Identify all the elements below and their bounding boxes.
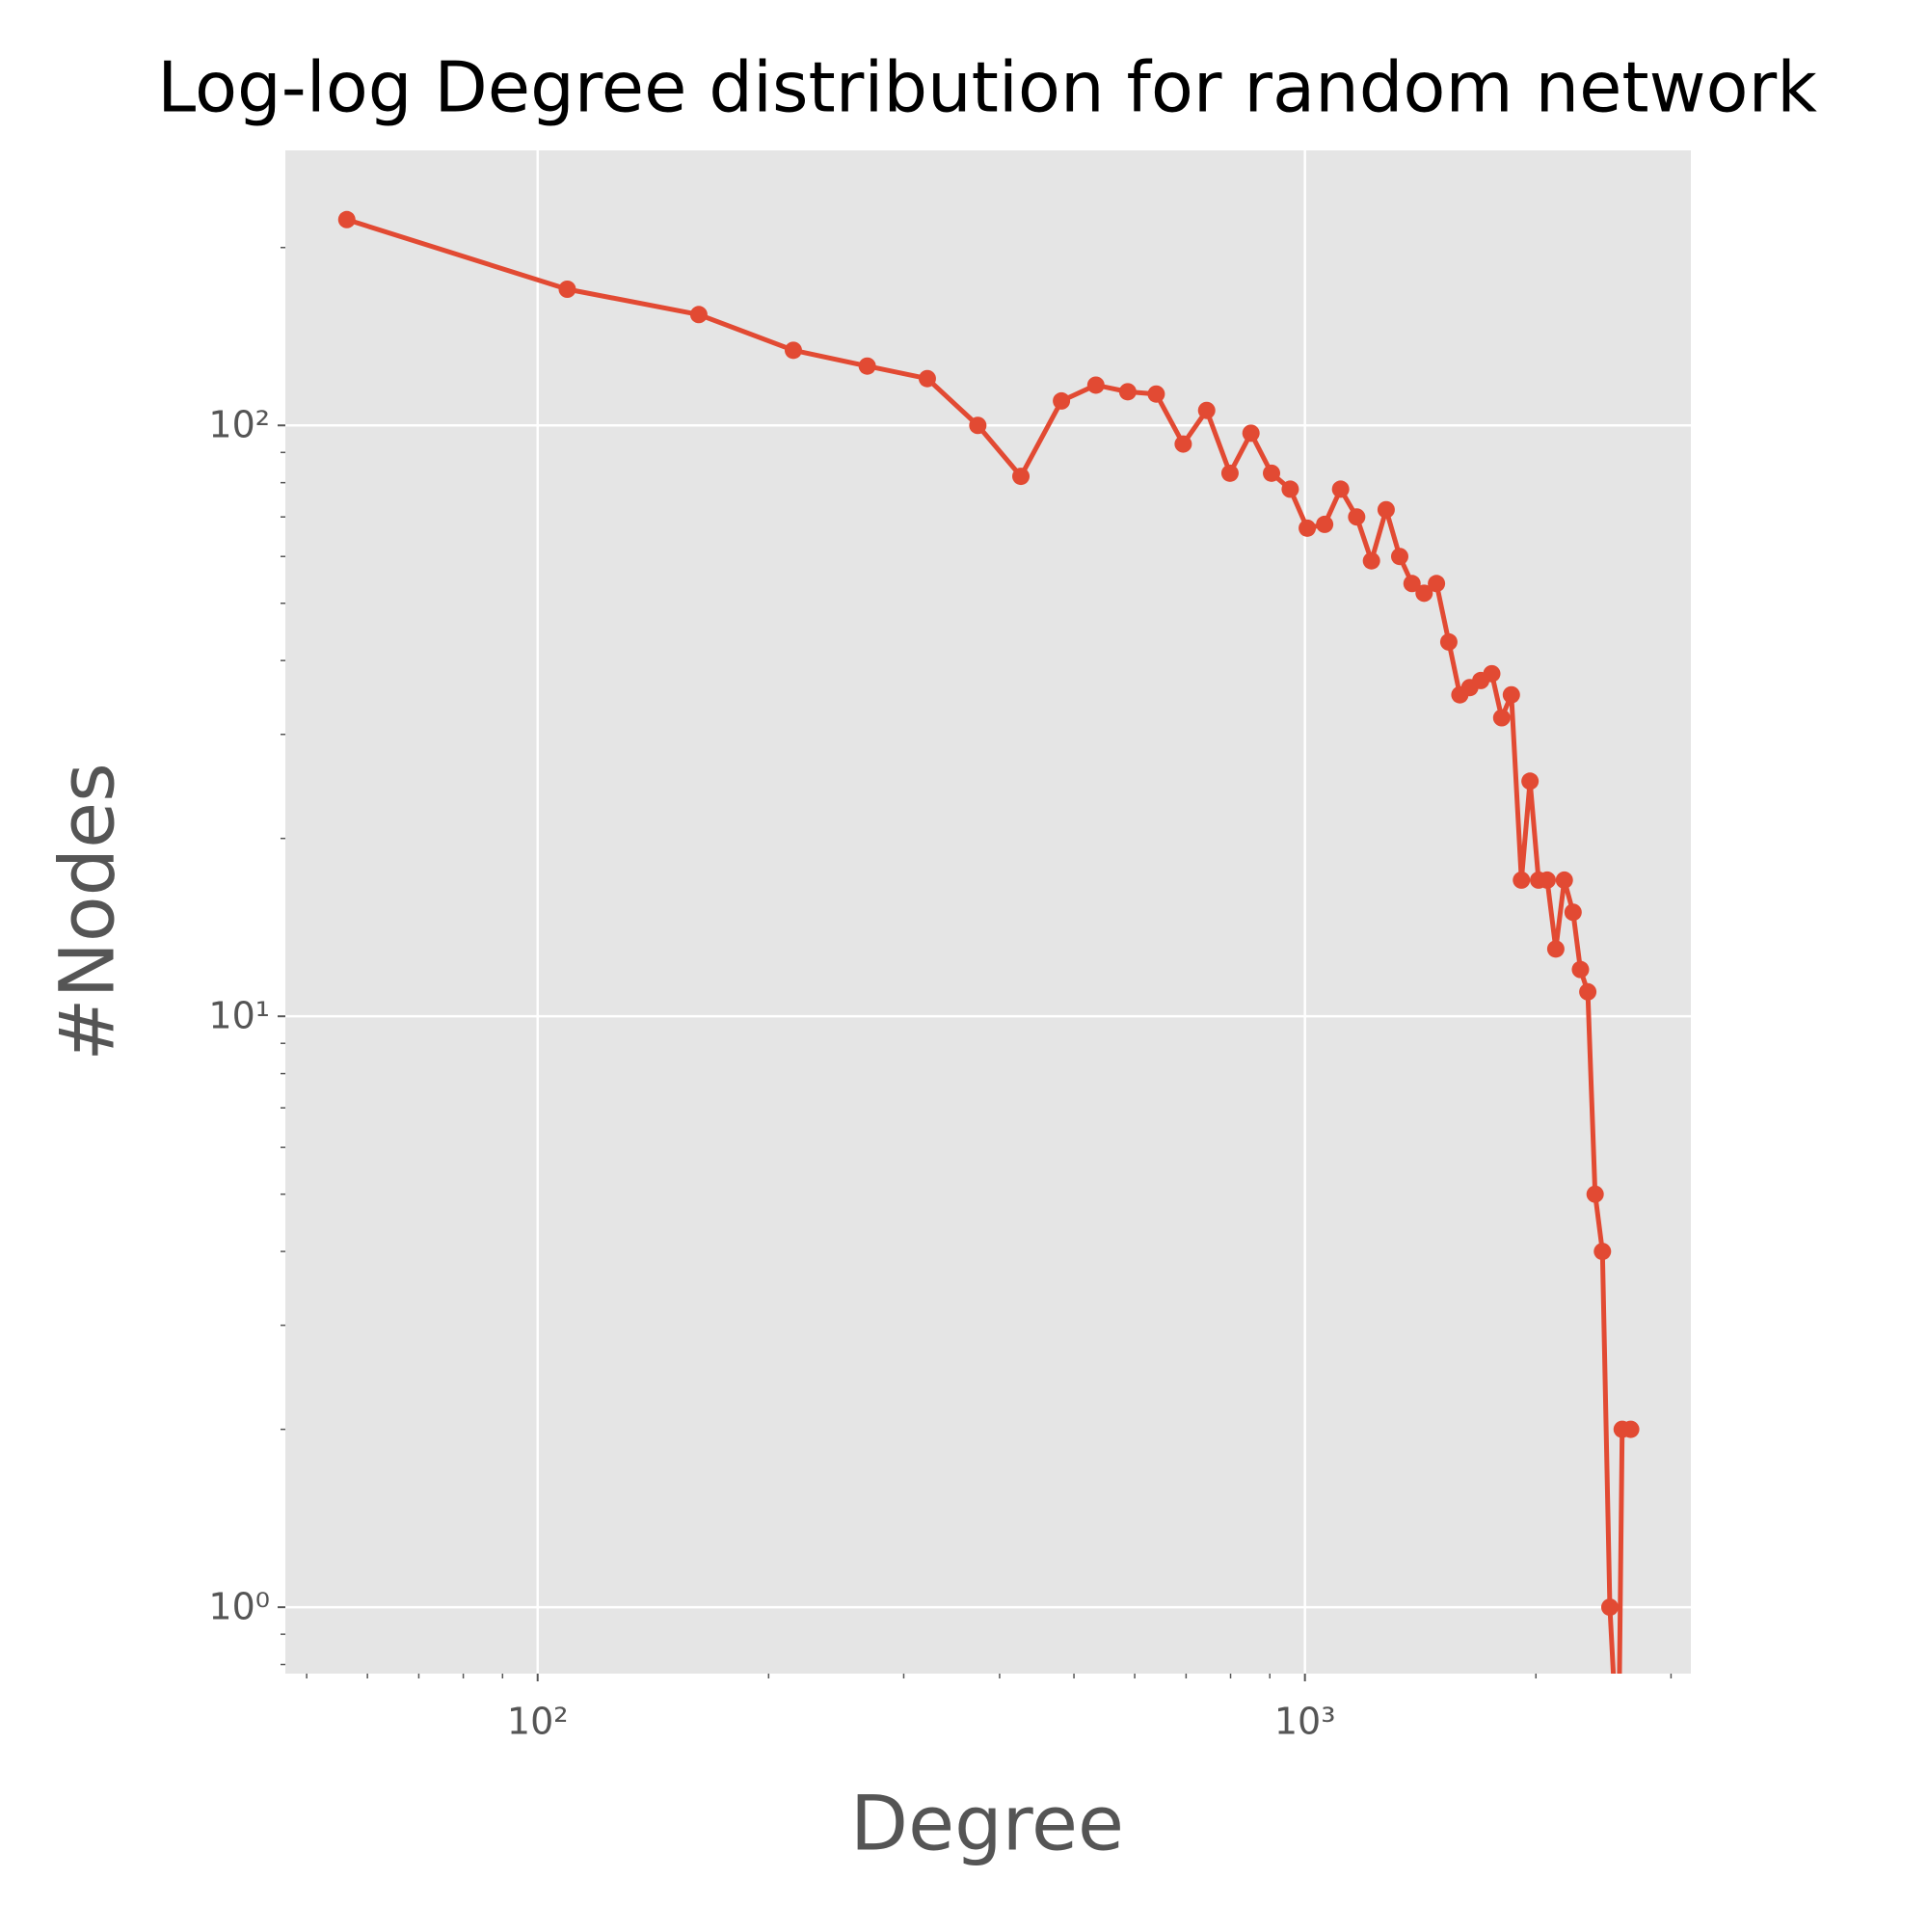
data-point	[1428, 575, 1446, 593]
data-point	[1600, 1598, 1619, 1617]
data-point	[1362, 551, 1380, 570]
data-point	[1621, 1420, 1640, 1438]
data-point	[1281, 480, 1299, 498]
data-point	[1483, 664, 1501, 683]
data-point	[1012, 468, 1031, 486]
data-point	[1118, 383, 1137, 401]
data-point	[1513, 871, 1531, 889]
data-point	[1586, 1185, 1604, 1203]
data-point	[918, 369, 936, 388]
data-point	[558, 280, 576, 298]
data-point	[1415, 584, 1433, 603]
data-point	[1053, 391, 1071, 410]
data-point	[1564, 903, 1582, 922]
data-point	[1521, 772, 1540, 791]
data-point	[784, 341, 802, 360]
data-point	[1538, 871, 1556, 889]
y-axis-label: #Nodes	[44, 763, 131, 1061]
data-point	[1502, 685, 1520, 704]
y-tick-label: 10⁰	[208, 1586, 270, 1628]
y-tick-label: 10²	[208, 404, 270, 446]
data-point	[1403, 575, 1421, 593]
data-point	[1174, 435, 1192, 453]
data-point	[689, 306, 708, 324]
data-point	[1331, 480, 1350, 498]
data-point	[1571, 960, 1590, 979]
chart-title: Log-log Degree distribution for random n…	[157, 47, 1817, 128]
x-tick-label: 10³	[1274, 1701, 1336, 1743]
data-point	[1316, 515, 1334, 533]
data-point	[1593, 1243, 1612, 1261]
data-point	[1220, 464, 1239, 482]
data-point	[1439, 632, 1458, 651]
data-point	[1263, 464, 1281, 482]
data-point	[1377, 500, 1395, 519]
data-point	[1086, 376, 1105, 394]
x-tick-label: 10²	[507, 1701, 569, 1743]
data-point	[1555, 871, 1573, 889]
data-point	[1147, 385, 1165, 403]
data-point	[1242, 424, 1260, 443]
data-point	[1299, 519, 1317, 537]
data-point	[1492, 709, 1511, 727]
data-point	[969, 416, 987, 435]
plot-area	[285, 150, 1691, 1674]
data-point	[1348, 508, 1366, 526]
data-point	[1390, 548, 1408, 566]
data-point	[858, 357, 876, 375]
data-point	[337, 210, 356, 228]
data-point	[1197, 401, 1216, 419]
data-point	[1546, 940, 1565, 958]
x-axis-label: Degree	[850, 1781, 1124, 1867]
y-tick-label: 10¹	[208, 995, 270, 1037]
data-point	[1579, 982, 1597, 1001]
data-point	[1610, 1761, 1627, 1779]
